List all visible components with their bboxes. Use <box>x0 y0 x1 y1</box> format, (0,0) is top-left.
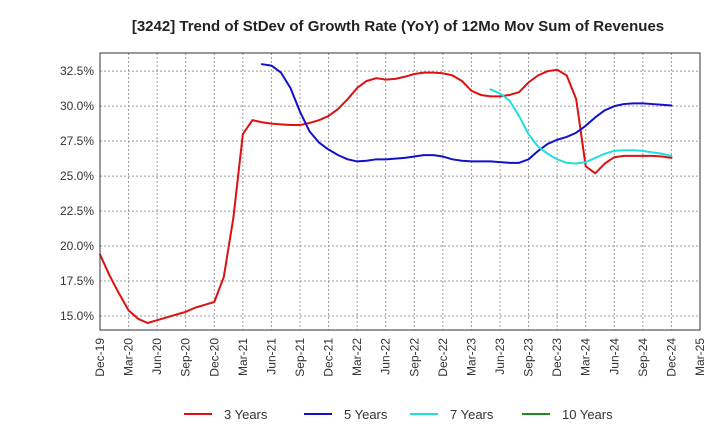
legend-label-5-years: 5 Years <box>344 407 388 422</box>
x-tick-label: Dec-24 <box>664 338 678 377</box>
y-tick-label: 20.0% <box>60 239 94 253</box>
x-tick-label: Mar-23 <box>464 338 478 376</box>
grid <box>99 53 701 330</box>
x-tick-label: Mar-25 <box>693 338 707 376</box>
y-tick-label: 17.5% <box>60 274 94 288</box>
legend: 3 Years 5 Years 7 Years 10 Years <box>184 407 613 422</box>
x-tick-label: Dec-21 <box>322 338 336 377</box>
y-tick-label: 22.5% <box>60 204 94 218</box>
series-line-5-years <box>260 63 673 164</box>
legend-label-3-years: 3 Years <box>224 407 268 422</box>
x-tick-label: Jun-20 <box>150 338 164 375</box>
y-tick-label: 15.0% <box>60 309 94 323</box>
x-tick-label: Jun-23 <box>493 338 507 375</box>
plot-area <box>100 53 700 330</box>
x-tick-label: Dec-23 <box>550 338 564 377</box>
x-tick-label: Mar-24 <box>579 338 593 376</box>
x-tick-label: Dec-20 <box>207 338 221 377</box>
x-tick-label: Dec-19 <box>93 338 107 377</box>
y-tick-label: 25.0% <box>60 169 94 183</box>
y-tick-label: 27.5% <box>60 134 94 148</box>
x-tick-label: Sep-24 <box>636 338 650 377</box>
x-tick-label: Jun-22 <box>379 338 393 375</box>
x-tick-label: Jun-24 <box>607 338 621 375</box>
legend-label-10-years: 10 Years <box>562 407 613 422</box>
x-tick-label: Sep-23 <box>522 338 536 377</box>
y-tick-label: 32.5% <box>60 64 94 78</box>
x-tick-label: Sep-22 <box>407 338 421 377</box>
x-tick-label: Mar-21 <box>236 338 250 376</box>
y-tick-label: 30.0% <box>60 99 94 113</box>
x-tick-label: Mar-22 <box>350 338 364 376</box>
x-tick-label: Dec-22 <box>436 338 450 377</box>
series-line-3-years <box>99 68 673 325</box>
x-tick-label: Mar-20 <box>122 338 136 376</box>
series-line-7-years <box>489 88 673 165</box>
chart-title: [3242] Trend of StDev of Growth Rate (Yo… <box>132 18 664 35</box>
x-tick-label: Jun-21 <box>264 338 278 375</box>
x-tick-label: Sep-20 <box>179 338 193 377</box>
series-layer <box>99 63 673 325</box>
legend-label-7-years: 7 Years <box>450 407 494 422</box>
plot-frame <box>99 52 701 331</box>
axes: Dec-19 Mar-20 Jun-20 Sep-20 Dec-20 Mar-21 Jun-… <box>60 52 707 377</box>
x-tick-label: Sep-21 <box>293 338 307 377</box>
